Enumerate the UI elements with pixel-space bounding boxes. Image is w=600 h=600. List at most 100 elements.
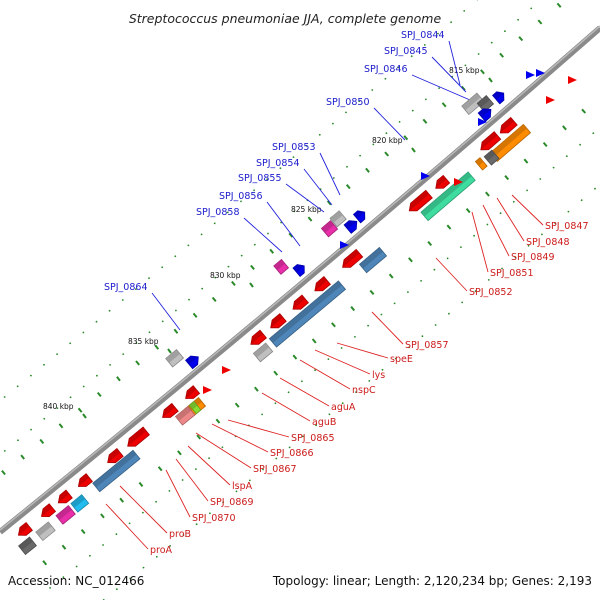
guide-dot <box>148 331 151 334</box>
guide-dot <box>16 385 19 388</box>
gene-feature-shade <box>293 264 305 273</box>
guide-dot <box>116 588 118 591</box>
guide-dot <box>174 255 177 258</box>
guide-dot <box>301 380 303 383</box>
gene-marker <box>203 386 212 394</box>
guide-dot <box>340 347 343 349</box>
gene-label-forward: SPJ_0853 <box>272 142 316 153</box>
leader-line <box>435 257 468 292</box>
leader-line <box>165 469 191 518</box>
scale-tick <box>542 141 548 148</box>
gene-feature-shade <box>189 401 198 410</box>
gene-feature-shade <box>162 403 175 418</box>
scale-tick <box>446 224 452 230</box>
gene-feature-shade <box>344 220 357 230</box>
leader-line <box>319 152 341 196</box>
gene-marker <box>526 71 535 79</box>
backbone-line <box>0 25 600 535</box>
scale-label-tick <box>167 348 172 354</box>
scale-tick <box>292 354 298 360</box>
guide-dot <box>499 212 502 215</box>
guide-dot <box>169 545 172 547</box>
gene-label-reverse: aguA <box>331 402 356 413</box>
guide-dot <box>359 154 361 157</box>
guide-dot <box>128 522 131 525</box>
leader-line <box>279 377 330 407</box>
guide-dot <box>181 479 184 481</box>
scale-tick <box>215 418 221 424</box>
leader-line <box>175 458 209 502</box>
guide-dot <box>122 353 125 355</box>
scale-tick <box>408 257 413 263</box>
guide-dot <box>287 391 290 394</box>
guide-dot <box>554 222 556 224</box>
scale-tick <box>345 184 351 190</box>
guide-dot <box>407 291 409 293</box>
gene-label-reverse: SPJ_0849 <box>511 252 555 263</box>
guide-dot <box>552 166 555 169</box>
guide-dot <box>433 268 436 271</box>
scale-tick <box>211 296 217 302</box>
gene-marker <box>454 178 463 186</box>
gene-feature-shade <box>269 280 342 343</box>
gene-label-reverse: SPJ_0857 <box>405 340 449 351</box>
guide-dot <box>235 490 238 493</box>
guide-dot <box>425 98 427 101</box>
leader-line <box>151 292 181 331</box>
guide-dot <box>580 199 583 202</box>
scale-label: 835 kbp <box>128 337 159 346</box>
gene-label-reverse: SPJ_0870 <box>192 513 236 524</box>
scale-tick <box>326 200 332 206</box>
gene-label-forward: SPJ_0856 <box>219 191 263 202</box>
leader-line <box>482 204 510 257</box>
guide-dot <box>345 111 347 114</box>
guide-dot <box>315 424 317 427</box>
guide-dot <box>56 407 59 409</box>
guide-dot <box>121 299 124 301</box>
guide-dot <box>398 121 401 123</box>
guide-dot <box>62 576 65 579</box>
guide-dot <box>275 457 278 460</box>
accession-text: Accession: NC_012466 <box>8 574 144 588</box>
guide-dot <box>142 511 144 514</box>
guide-dot <box>253 189 256 192</box>
gene-label-reverse: nspC <box>352 385 376 396</box>
backbone-highlight <box>0 25 600 531</box>
guide-dot <box>421 335 424 338</box>
gene-label-forward: SPJ_0854 <box>256 158 300 169</box>
scale-tick <box>556 2 562 8</box>
gene-label-forward: SPJ_0864 <box>104 282 148 293</box>
scale-tick <box>369 289 375 295</box>
guide-dot <box>504 30 506 33</box>
scale-label: 815 kbp <box>449 66 480 75</box>
scale-tick <box>504 175 510 181</box>
scale-label: 820 kbp <box>372 136 403 145</box>
gene-feature-shade <box>92 450 137 488</box>
scale-tick <box>485 191 490 197</box>
guide-dot <box>314 369 316 372</box>
guide-dot <box>487 279 490 281</box>
guide-dot <box>148 277 150 280</box>
gene-feature-shade <box>478 108 491 118</box>
gene-feature-shade <box>490 124 527 158</box>
guide-dot <box>96 374 98 377</box>
scale-tick <box>581 108 587 114</box>
scale-label: 830 kbp <box>210 271 241 280</box>
gene-feature-shade <box>492 91 504 100</box>
guide-dot <box>501 267 503 270</box>
guide-dot <box>267 232 269 235</box>
scale-tick <box>231 280 236 286</box>
guide-dot <box>486 223 489 226</box>
gene-feature-shade <box>475 157 484 166</box>
guide-dot <box>108 309 111 312</box>
leader-line <box>511 194 544 226</box>
leader-line <box>119 485 168 534</box>
guide-dot <box>372 143 375 146</box>
guide-dot <box>75 565 78 568</box>
gene-label-reverse: lys <box>372 370 385 381</box>
scale-tick <box>138 481 144 488</box>
scale-tick <box>427 240 433 247</box>
guide-dot <box>69 396 72 399</box>
gene-feature-shade <box>321 220 335 233</box>
